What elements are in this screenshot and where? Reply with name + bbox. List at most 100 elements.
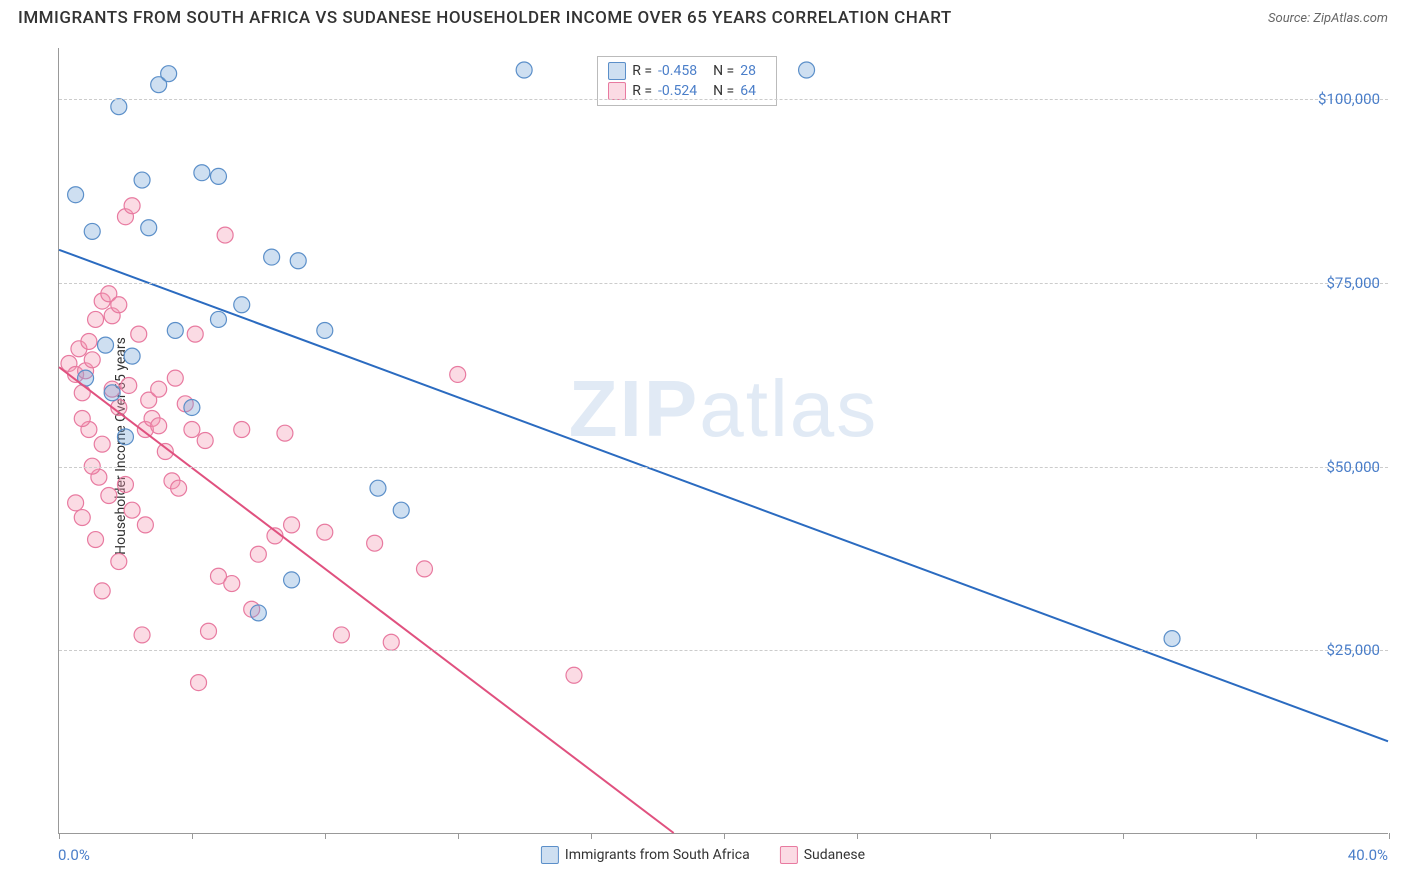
legend-swatch <box>541 846 559 864</box>
data-point <box>151 418 167 434</box>
gridline-h <box>59 99 1388 100</box>
x-tick <box>59 833 60 839</box>
x-tick <box>1123 833 1124 839</box>
data-point <box>88 532 104 548</box>
data-point <box>111 297 127 313</box>
data-point <box>393 502 409 518</box>
data-point <box>117 477 133 493</box>
stat-n-label: N = <box>713 63 734 79</box>
data-point <box>141 220 157 236</box>
data-point <box>277 425 293 441</box>
data-point <box>317 524 333 540</box>
data-point <box>210 168 226 184</box>
trend-line <box>59 250 1388 742</box>
x-tick <box>591 833 592 839</box>
scatter-plot-svg <box>59 48 1388 833</box>
data-point <box>94 583 110 599</box>
legend-item: Sudanese <box>780 846 865 864</box>
data-point <box>194 165 210 181</box>
stat-r-value: -0.524 <box>658 83 697 99</box>
stat-r-label: R = <box>632 83 652 99</box>
data-point <box>284 517 300 533</box>
data-point <box>124 348 140 364</box>
data-point <box>224 576 240 592</box>
data-point <box>134 172 150 188</box>
data-point <box>88 311 104 327</box>
chart-plot-area: ZIPatlas R =-0.458N =28R =-0.524N =64 $2… <box>58 48 1388 834</box>
x-tick <box>724 833 725 839</box>
data-point <box>167 322 183 338</box>
legend-item: Immigrants from South Africa <box>541 846 750 864</box>
chart-header: IMMIGRANTS FROM SOUTH AFRICA VS SUDANESE… <box>0 0 1406 32</box>
x-tick <box>458 833 459 839</box>
data-point <box>234 297 250 313</box>
data-point <box>184 422 200 438</box>
data-point <box>284 572 300 588</box>
data-point <box>131 326 147 342</box>
gridline-h <box>59 467 1388 468</box>
data-point <box>167 370 183 386</box>
stats-row: R = -0.524 N = 64 <box>608 81 766 101</box>
data-point <box>68 495 84 511</box>
data-point <box>250 605 266 621</box>
data-point <box>566 667 582 683</box>
y-tick-label: $100,000 <box>1318 90 1380 108</box>
data-point <box>383 634 399 650</box>
data-point <box>124 198 140 214</box>
trend-line <box>59 367 674 833</box>
gridline-h <box>59 650 1388 651</box>
data-point <box>98 337 114 353</box>
stats-row: R =-0.458N =28 <box>608 61 766 81</box>
y-tick-label: $50,000 <box>1326 458 1380 476</box>
x-axis-max-label: 40.0% <box>1348 846 1388 864</box>
gridline-h <box>59 283 1388 284</box>
x-axis-min-label: 0.0% <box>58 846 90 864</box>
stats-swatch <box>608 82 626 100</box>
data-point <box>124 502 140 518</box>
data-point <box>264 249 280 265</box>
stat-r-label: R = <box>632 63 652 79</box>
data-point <box>290 253 306 269</box>
data-point <box>217 227 233 243</box>
data-point <box>201 623 217 639</box>
data-point <box>81 333 97 349</box>
data-point <box>171 480 187 496</box>
data-point <box>191 675 207 691</box>
data-point <box>117 429 133 445</box>
data-point <box>101 488 117 504</box>
stat-n-value: 64 <box>740 83 756 99</box>
data-point <box>250 546 266 562</box>
data-point <box>187 326 203 342</box>
data-point <box>111 554 127 570</box>
x-tick <box>1389 833 1390 839</box>
data-point <box>121 377 137 393</box>
legend-swatch <box>780 846 798 864</box>
bottom-legend: Immigrants from South Africa Sudanese <box>541 846 865 864</box>
data-point <box>104 385 120 401</box>
y-tick-label: $25,000 <box>1326 641 1380 659</box>
data-point <box>234 422 250 438</box>
stat-n-label: N = <box>713 83 734 99</box>
data-point <box>74 385 90 401</box>
data-point <box>317 322 333 338</box>
data-point <box>84 223 100 239</box>
data-point <box>210 311 226 327</box>
data-point <box>111 99 127 115</box>
data-point <box>516 62 532 78</box>
data-point <box>151 381 167 397</box>
x-tick <box>990 833 991 839</box>
legend-label: Immigrants from South Africa <box>565 847 750 863</box>
y-tick-label: $75,000 <box>1326 274 1380 292</box>
x-tick <box>857 833 858 839</box>
stats-swatch <box>608 62 626 80</box>
data-point <box>799 62 815 78</box>
data-point <box>1164 631 1180 647</box>
data-point <box>137 517 153 533</box>
data-point <box>74 411 90 427</box>
data-point <box>84 352 100 368</box>
stat-n-value: 28 <box>740 63 756 79</box>
data-point <box>370 480 386 496</box>
x-tick <box>325 833 326 839</box>
data-point <box>94 436 110 452</box>
data-point <box>197 433 213 449</box>
